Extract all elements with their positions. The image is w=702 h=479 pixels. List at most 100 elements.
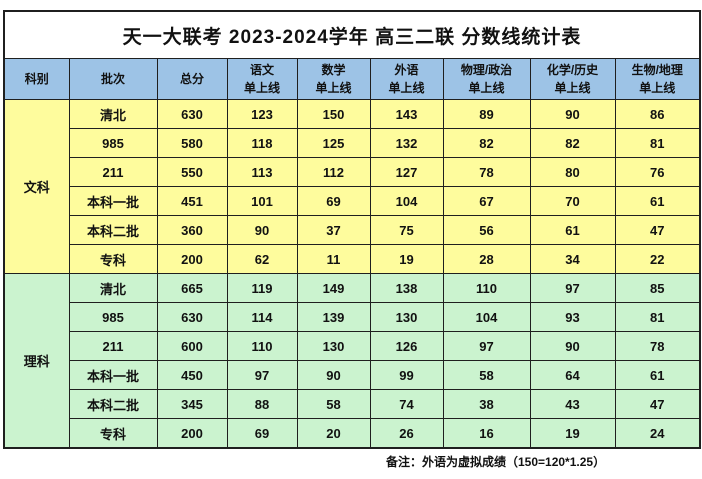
score-cell: 43 (529, 389, 616, 419)
col-header-label: 生物/地理 (631, 63, 683, 77)
score-cell: 70 (529, 186, 616, 216)
score-cell: 580 (156, 128, 228, 158)
col-header-label: 外语 (394, 63, 419, 77)
col-header-label: 数学 (321, 63, 346, 77)
score-cell: 90 (296, 360, 371, 390)
score-cell: 125 (296, 128, 371, 158)
score-cell: 97 (529, 273, 616, 303)
category-cell-liberal-arts: 文科 (3, 99, 70, 274)
batch-cell: 专科 (68, 244, 158, 274)
score-cell: 90 (226, 215, 298, 245)
table-title: 天一大联考 2023-2024学年 高三二联 分数线统计表 (3, 10, 701, 59)
table-row-science-0: 理科 清北 665 119 149 138 110 97 85 (3, 273, 701, 449)
score-cell: 56 (442, 215, 531, 245)
score-cell: 110 (442, 273, 531, 303)
batch-cell: 本科二批 (68, 215, 158, 245)
score-cell: 62 (226, 244, 298, 274)
score-cell: 64 (529, 360, 616, 390)
score-cell: 113 (226, 157, 298, 187)
col-header-label: 总分 (179, 72, 204, 86)
score-cell: 11 (296, 244, 371, 274)
score-cell: 38 (442, 389, 531, 419)
table-body: 文科 清北 630 123 150 143 89 90 86 985 580 118 125 132 82 8… (3, 99, 701, 449)
col-header-biology-geography: 生物/地理单上线 (614, 58, 701, 100)
score-cell: 47 (614, 389, 701, 419)
score-cell: 81 (614, 128, 701, 158)
col-header-sublabel: 单上线 (315, 81, 352, 95)
batch-cell: 专科 (68, 418, 158, 449)
col-header-sublabel: 单上线 (243, 81, 280, 95)
score-cell: 143 (369, 99, 444, 129)
batch-cell: 985 (68, 302, 158, 332)
batch-cell: 清北 (68, 99, 158, 129)
score-table: 天一大联考 2023-2024学年 高三二联 分数线统计表 科别 批次 总分 语文单上… (3, 10, 702, 449)
score-cell: 19 (369, 244, 444, 274)
table-row-liberal-arts-0: 文科 清北 630 123 150 143 89 90 86 (3, 99, 701, 274)
score-cell: 345 (156, 389, 228, 419)
table-row-science-3: 本科一批 450 97 90 99 58 64 61 (4, 360, 701, 390)
score-cell: 69 (296, 186, 371, 216)
score-cell: 22 (614, 244, 701, 274)
score-cell: 149 (296, 273, 371, 303)
score-cell: 150 (296, 99, 371, 129)
score-cell: 61 (614, 186, 701, 216)
score-cell: 37 (296, 215, 371, 245)
batch-cell: 211 (68, 331, 158, 361)
title-row: 天一大联考 2023-2024学年 高三二联 分数线统计表 (3, 10, 701, 59)
score-cell: 550 (156, 157, 228, 187)
score-cell: 76 (614, 157, 701, 187)
table-row-science-4: 本科二批 345 88 58 74 38 43 47 (4, 389, 701, 419)
col-header-label: 化学/历史 (546, 63, 599, 77)
score-cell: 82 (442, 128, 531, 158)
score-cell: 78 (442, 157, 531, 187)
batch-cell: 本科一批 (68, 360, 158, 390)
score-cell: 86 (614, 99, 701, 129)
score-cell: 118 (226, 128, 298, 158)
score-cell: 451 (156, 186, 228, 216)
score-cell: 93 (529, 302, 616, 332)
col-header-category: 科别 (3, 58, 70, 100)
score-cell: 19 (529, 418, 616, 449)
col-header-sublabel: 单上线 (639, 81, 676, 95)
col-header-label: 批次 (100, 72, 125, 86)
score-cell: 138 (369, 273, 444, 303)
table-row-liberal-arts-1: 985 580 118 125 132 82 82 81 (4, 128, 701, 158)
score-cell: 80 (529, 157, 616, 187)
score-cell: 58 (296, 389, 371, 419)
score-cell: 85 (614, 273, 701, 303)
col-header-math: 数学 单上线 (296, 58, 371, 100)
score-cell: 61 (529, 215, 616, 245)
score-cell: 20 (296, 418, 371, 449)
score-cell: 630 (156, 302, 228, 332)
score-cell: 26 (369, 418, 444, 449)
score-cell: 123 (226, 99, 298, 129)
score-cell: 101 (226, 186, 298, 216)
table-row-liberal-arts-4: 本科二批 360 90 37 75 56 61 47 (4, 215, 701, 245)
batch-cell: 本科二批 (68, 389, 158, 419)
table-row-liberal-arts-2: 211 550 113 112 127 78 80 76 (4, 157, 701, 187)
col-header-batch: 批次 (68, 58, 158, 100)
score-cell: 450 (156, 360, 228, 390)
score-cell: 24 (614, 418, 701, 449)
score-cell: 114 (226, 302, 298, 332)
score-cell: 360 (156, 215, 228, 245)
score-cell: 74 (369, 389, 444, 419)
score-cell: 61 (614, 360, 701, 390)
score-cell: 200 (156, 418, 228, 449)
col-header-foreign-language: 外语 单上线 (369, 58, 444, 100)
table-row-science-5: 专科 200 69 20 26 16 19 24 (4, 418, 701, 449)
score-cell: 99 (369, 360, 444, 390)
score-cell: 69 (226, 418, 298, 449)
col-header-sublabel: 单上线 (468, 81, 505, 95)
score-cell: 78 (614, 331, 701, 361)
score-cell: 665 (156, 273, 228, 303)
batch-cell: 985 (68, 128, 158, 158)
col-header-label: 科别 (24, 72, 49, 86)
score-cell: 126 (369, 331, 444, 361)
col-header-label: 语文 (249, 63, 274, 77)
score-cell: 110 (226, 331, 298, 361)
score-cell: 88 (226, 389, 298, 419)
table-row-liberal-arts-3: 本科一批 451 101 69 104 67 70 61 (4, 186, 701, 216)
score-cell: 58 (442, 360, 531, 390)
col-header-physics-politics: 物理/政治 单上线 (442, 58, 531, 100)
